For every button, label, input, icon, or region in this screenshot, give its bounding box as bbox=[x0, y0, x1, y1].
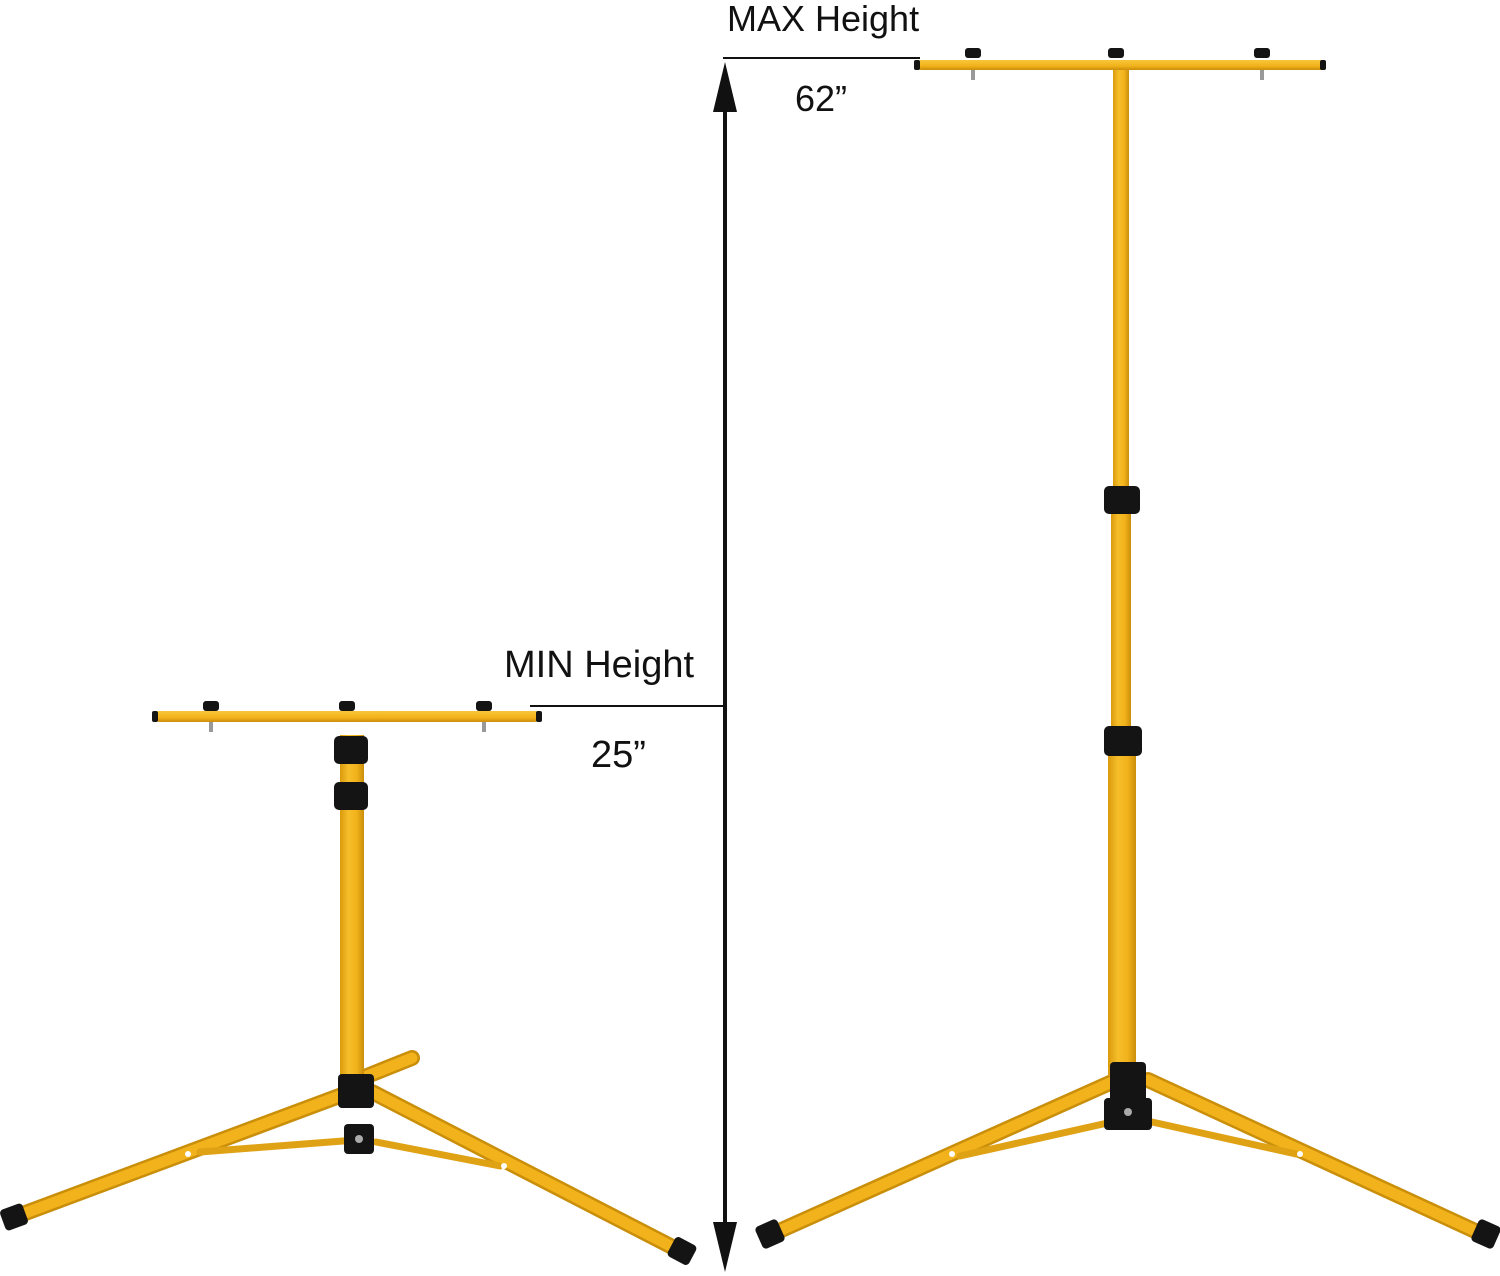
crossbar bbox=[154, 711, 540, 722]
leg-hub-clamp bbox=[338, 1074, 374, 1108]
tripod-max-height bbox=[755, 48, 1500, 1249]
foot-cap bbox=[755, 1219, 785, 1249]
mount-knob-icon bbox=[339, 701, 355, 711]
foot-cap bbox=[1471, 1219, 1500, 1249]
height-clamp bbox=[334, 736, 368, 764]
foot-cap bbox=[0, 1203, 28, 1231]
leg-hub-clamp bbox=[1110, 1062, 1146, 1102]
min-height-value: 25” bbox=[591, 734, 646, 776]
tripod-legs bbox=[760, 1072, 1494, 1244]
mount-knob-icon bbox=[1108, 48, 1124, 58]
mount-knob-icon bbox=[476, 701, 492, 732]
mount-knob-icon bbox=[1254, 48, 1270, 80]
max-height-label: MAX Height bbox=[727, 0, 920, 39]
min-height-label: MIN Height bbox=[504, 644, 695, 686]
mount-knob-icon bbox=[965, 48, 981, 80]
foot-cap bbox=[667, 1237, 697, 1265]
height-clamp bbox=[1104, 486, 1140, 514]
tripod-min-height bbox=[0, 701, 697, 1265]
pole-upper bbox=[1113, 66, 1129, 496]
pole-middle bbox=[1111, 496, 1131, 746]
height-clamp bbox=[334, 782, 368, 810]
arrow-up-icon bbox=[713, 62, 737, 112]
pole-lower bbox=[1108, 746, 1136, 1076]
arrow-down-icon bbox=[713, 1222, 737, 1272]
height-clamp bbox=[1104, 726, 1142, 756]
crossbar bbox=[916, 60, 1326, 70]
mount-knob-icon bbox=[203, 701, 219, 732]
height-guide bbox=[530, 57, 920, 1272]
max-height-value: 62” bbox=[795, 78, 848, 119]
